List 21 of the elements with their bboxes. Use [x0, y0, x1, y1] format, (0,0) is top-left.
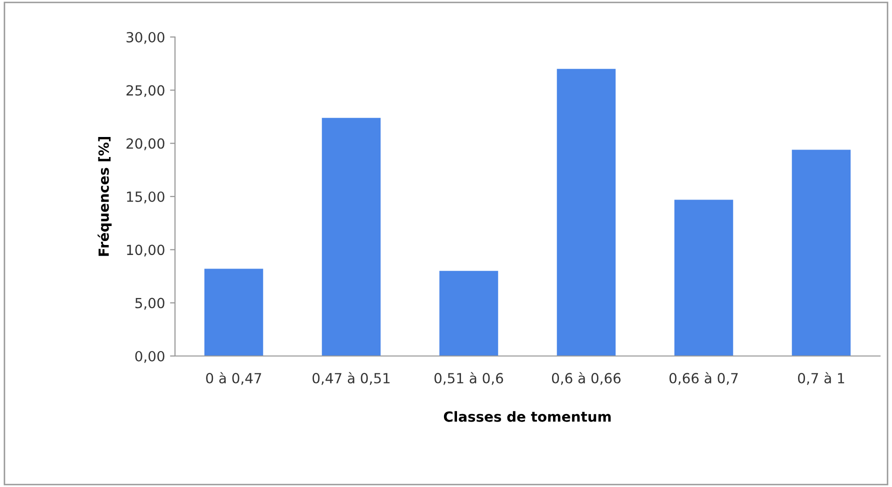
bar [556, 68, 616, 356]
x-tick-label: 0,47 à 0,51 [312, 372, 390, 385]
y-tick-label: 25,00 [126, 85, 164, 98]
x-axis-title: Classes de tomentum [444, 411, 611, 422]
bar [439, 270, 498, 356]
bar [204, 268, 264, 356]
bar [674, 200, 734, 356]
y-tick-label: 15,00 [127, 191, 164, 204]
y-tick-label: 0,00 [135, 350, 164, 363]
y-tick-label: 20,00 [126, 138, 164, 150]
x-tick-label: 0,66 à 0,7 [669, 372, 738, 385]
x-tick-label: 0 à 0,47 [206, 372, 262, 385]
y-tick-label: 5,00 [135, 298, 164, 310]
y-tick-label: 30,00 [126, 32, 164, 44]
y-axis-title: Fréquences [%] [98, 137, 112, 256]
x-tick-label: 0,6 à 0,66 [552, 372, 621, 385]
x-tick-label: 0,51 à 0,6 [434, 372, 504, 385]
x-tick-label: 0,7 à 1 [798, 372, 844, 385]
bar [322, 118, 381, 356]
y-tick-label: 10,00 [127, 244, 164, 257]
bar [792, 150, 851, 356]
